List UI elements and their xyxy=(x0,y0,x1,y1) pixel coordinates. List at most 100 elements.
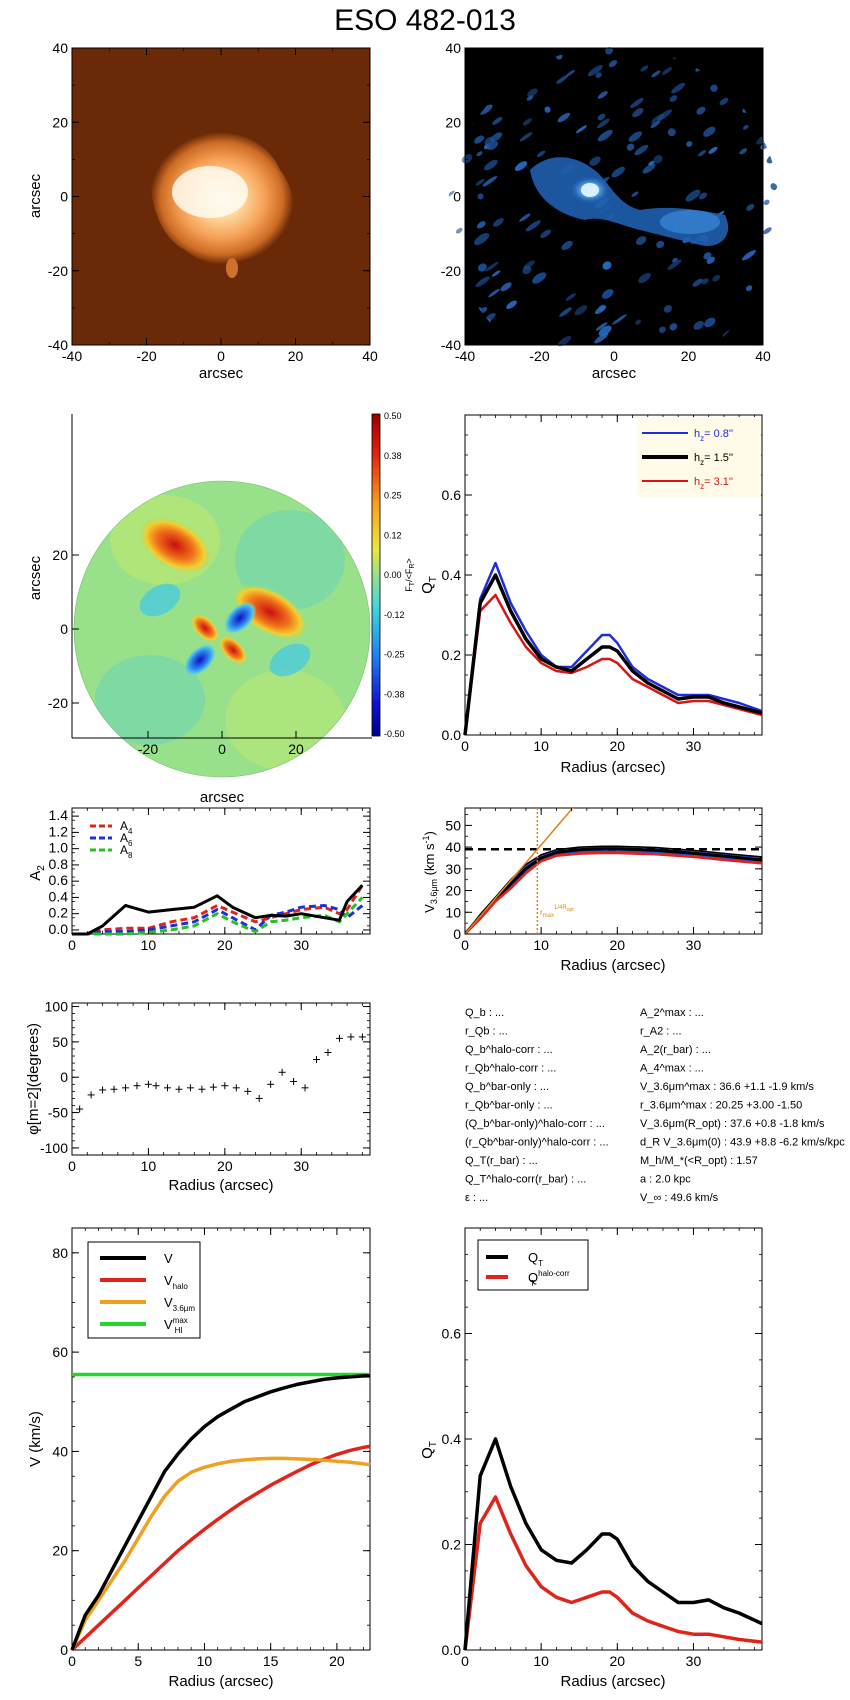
residual-speckle xyxy=(701,278,709,285)
v36-line xyxy=(465,847,762,934)
optical-image-xlabel: arcsec xyxy=(199,365,244,382)
y-tick-label: 60 xyxy=(52,1344,68,1360)
info-left-line: Q_b : ... xyxy=(465,1007,504,1019)
residual-speckle xyxy=(575,125,587,134)
residual-speckle xyxy=(601,289,614,299)
panel-residual-image: -40 -20 0 20 40 40 20 0 -20 -40 arcsec xyxy=(441,40,780,382)
legend-label: Vmax HI xyxy=(164,1316,188,1335)
a2-profile-ylabel: A2 xyxy=(27,865,47,881)
force-ratio-xlabel: arcsec xyxy=(200,789,245,806)
velocity-ylabel: V (km/s) xyxy=(27,1411,44,1467)
residual-speckle xyxy=(746,203,755,211)
residual-speckle xyxy=(739,148,748,155)
info-left-line: Q_T^halo-corr(r_bar) : ... xyxy=(465,1174,586,1186)
info-left-line: Q_T(r_bar) : ... xyxy=(465,1155,538,1167)
residual-speckle xyxy=(448,151,458,161)
x-tick-label: 0 xyxy=(461,738,469,754)
y-tick-label: 0.4 xyxy=(442,567,462,583)
y-tick-label: 40 xyxy=(445,839,461,855)
residual-speckle xyxy=(565,293,576,301)
residual-speckle xyxy=(710,84,718,92)
x-tick-label: 15 xyxy=(263,1653,279,1669)
residual-speckle xyxy=(561,240,573,251)
y-tick-label: 40 xyxy=(52,40,68,56)
qt-halo-corr-plot: 0 10 20 30 0.0 0.2 0.4 0.6 xyxy=(442,1227,763,1669)
residual-speckle xyxy=(640,65,649,72)
residual-speckle xyxy=(704,317,716,328)
legend-label: A6 xyxy=(120,831,133,848)
x-tick-label: 20 xyxy=(288,741,304,757)
x-tick-label: -20 xyxy=(138,741,158,757)
residual-speckle xyxy=(663,305,673,313)
x-tick-label: 20 xyxy=(217,937,233,953)
residual-speckle xyxy=(476,151,483,157)
residual-speckle xyxy=(669,95,678,102)
y-tick-label: 0 xyxy=(60,1069,68,1085)
colorbar-tick-label: -0.12 xyxy=(384,610,405,620)
info-right-line: A_4^max : ... xyxy=(640,1063,704,1075)
y-tick-label: 0.6 xyxy=(442,1326,462,1342)
residual-speckle xyxy=(656,240,665,249)
residual-speckle xyxy=(626,143,635,151)
residual-speckle xyxy=(519,132,533,142)
qt-halo-corr-xlabel: Radius (arcsec) xyxy=(560,1673,665,1690)
qt-profile-plot: 0 10 20 30 0.0 0.2 0.4 0.6 xyxy=(442,414,763,754)
qt-profile-series-line xyxy=(463,593,763,736)
residual-speckle xyxy=(648,160,655,166)
residual-speckle xyxy=(484,159,498,171)
x-tick-label: 20 xyxy=(610,1653,626,1669)
residual-speckle xyxy=(475,178,485,186)
residual-speckle xyxy=(448,190,455,198)
v36-profile-xlabel: Radius (arcsec) xyxy=(560,957,665,974)
panel-velocity-curves: 0 5 10 15 20 0 20 40 60 80 V Vhalo V3.6μm Vmax HI Rad… xyxy=(27,1227,371,1690)
residual-speckle xyxy=(479,306,488,314)
x-tick-label: 0 xyxy=(218,741,226,757)
v-halo-line xyxy=(70,1444,371,1652)
y-tick-label: -100 xyxy=(40,1140,68,1156)
x-tick-label: 10 xyxy=(141,937,157,953)
residual-speckle xyxy=(589,156,601,166)
residual-speckle xyxy=(703,126,716,137)
residual-speckle xyxy=(611,166,625,178)
residual-speckle xyxy=(475,276,490,288)
residual-speckle xyxy=(474,135,485,144)
x-tick-label: 10 xyxy=(141,1158,157,1174)
residual-speckle xyxy=(492,116,503,125)
y-tick-label: 0 xyxy=(453,189,461,205)
x-tick-label: 30 xyxy=(293,1158,309,1174)
legend-label: QT xyxy=(528,1250,543,1268)
y-tick-label: 0.4 xyxy=(49,888,69,904)
qt-profile-ylabel: QT xyxy=(419,576,439,594)
residual-speckle xyxy=(595,322,608,331)
residual-speckle xyxy=(526,95,534,101)
residual-speckle xyxy=(500,282,512,292)
residual-speckle xyxy=(452,146,461,154)
residual-speckle xyxy=(719,97,729,106)
residual-speckle xyxy=(667,128,676,137)
qt-halo-corr-line xyxy=(463,1495,763,1651)
y-tick-label: 0 xyxy=(60,1642,68,1658)
x-tick-label: 0 xyxy=(68,1158,76,1174)
info-right-line: A_2(r_bar) : ... xyxy=(640,1044,711,1056)
residual-speckle xyxy=(474,233,490,246)
x-tick-label: -40 xyxy=(62,348,82,364)
residual-speckle xyxy=(477,263,487,272)
x-tick-label: 10 xyxy=(197,1653,213,1669)
qt-profile-legend: hz= 0.8'' hz= 1.5'' hz= 3.1'' xyxy=(642,428,733,491)
info-block: Q_b : ... r_Qb : ... Q_b^halo-corr : ... r_… xyxy=(465,1007,845,1204)
y-tick-label: 50 xyxy=(52,1034,68,1050)
info-left-line: Q_b^bar-only : ... xyxy=(465,1081,549,1093)
residual-speckle xyxy=(766,152,780,164)
residual-speckle xyxy=(514,161,528,171)
x-tick-label: 40 xyxy=(755,348,771,364)
legend-label: Vhalo xyxy=(164,1273,188,1291)
velocity-legend: V Vhalo V3.6μm Vmax HI xyxy=(100,1251,195,1335)
panel-phase-profile: 0 10 20 30 100 50 0 -50 -100 Radius (arcsec) φ[m… xyxy=(25,999,371,1194)
v36-error-band xyxy=(465,846,762,934)
residual-speckle xyxy=(768,98,775,104)
y-tick-label: 0.6 xyxy=(49,872,69,888)
residual-speckle xyxy=(764,68,778,78)
residual-speckle xyxy=(557,336,572,347)
